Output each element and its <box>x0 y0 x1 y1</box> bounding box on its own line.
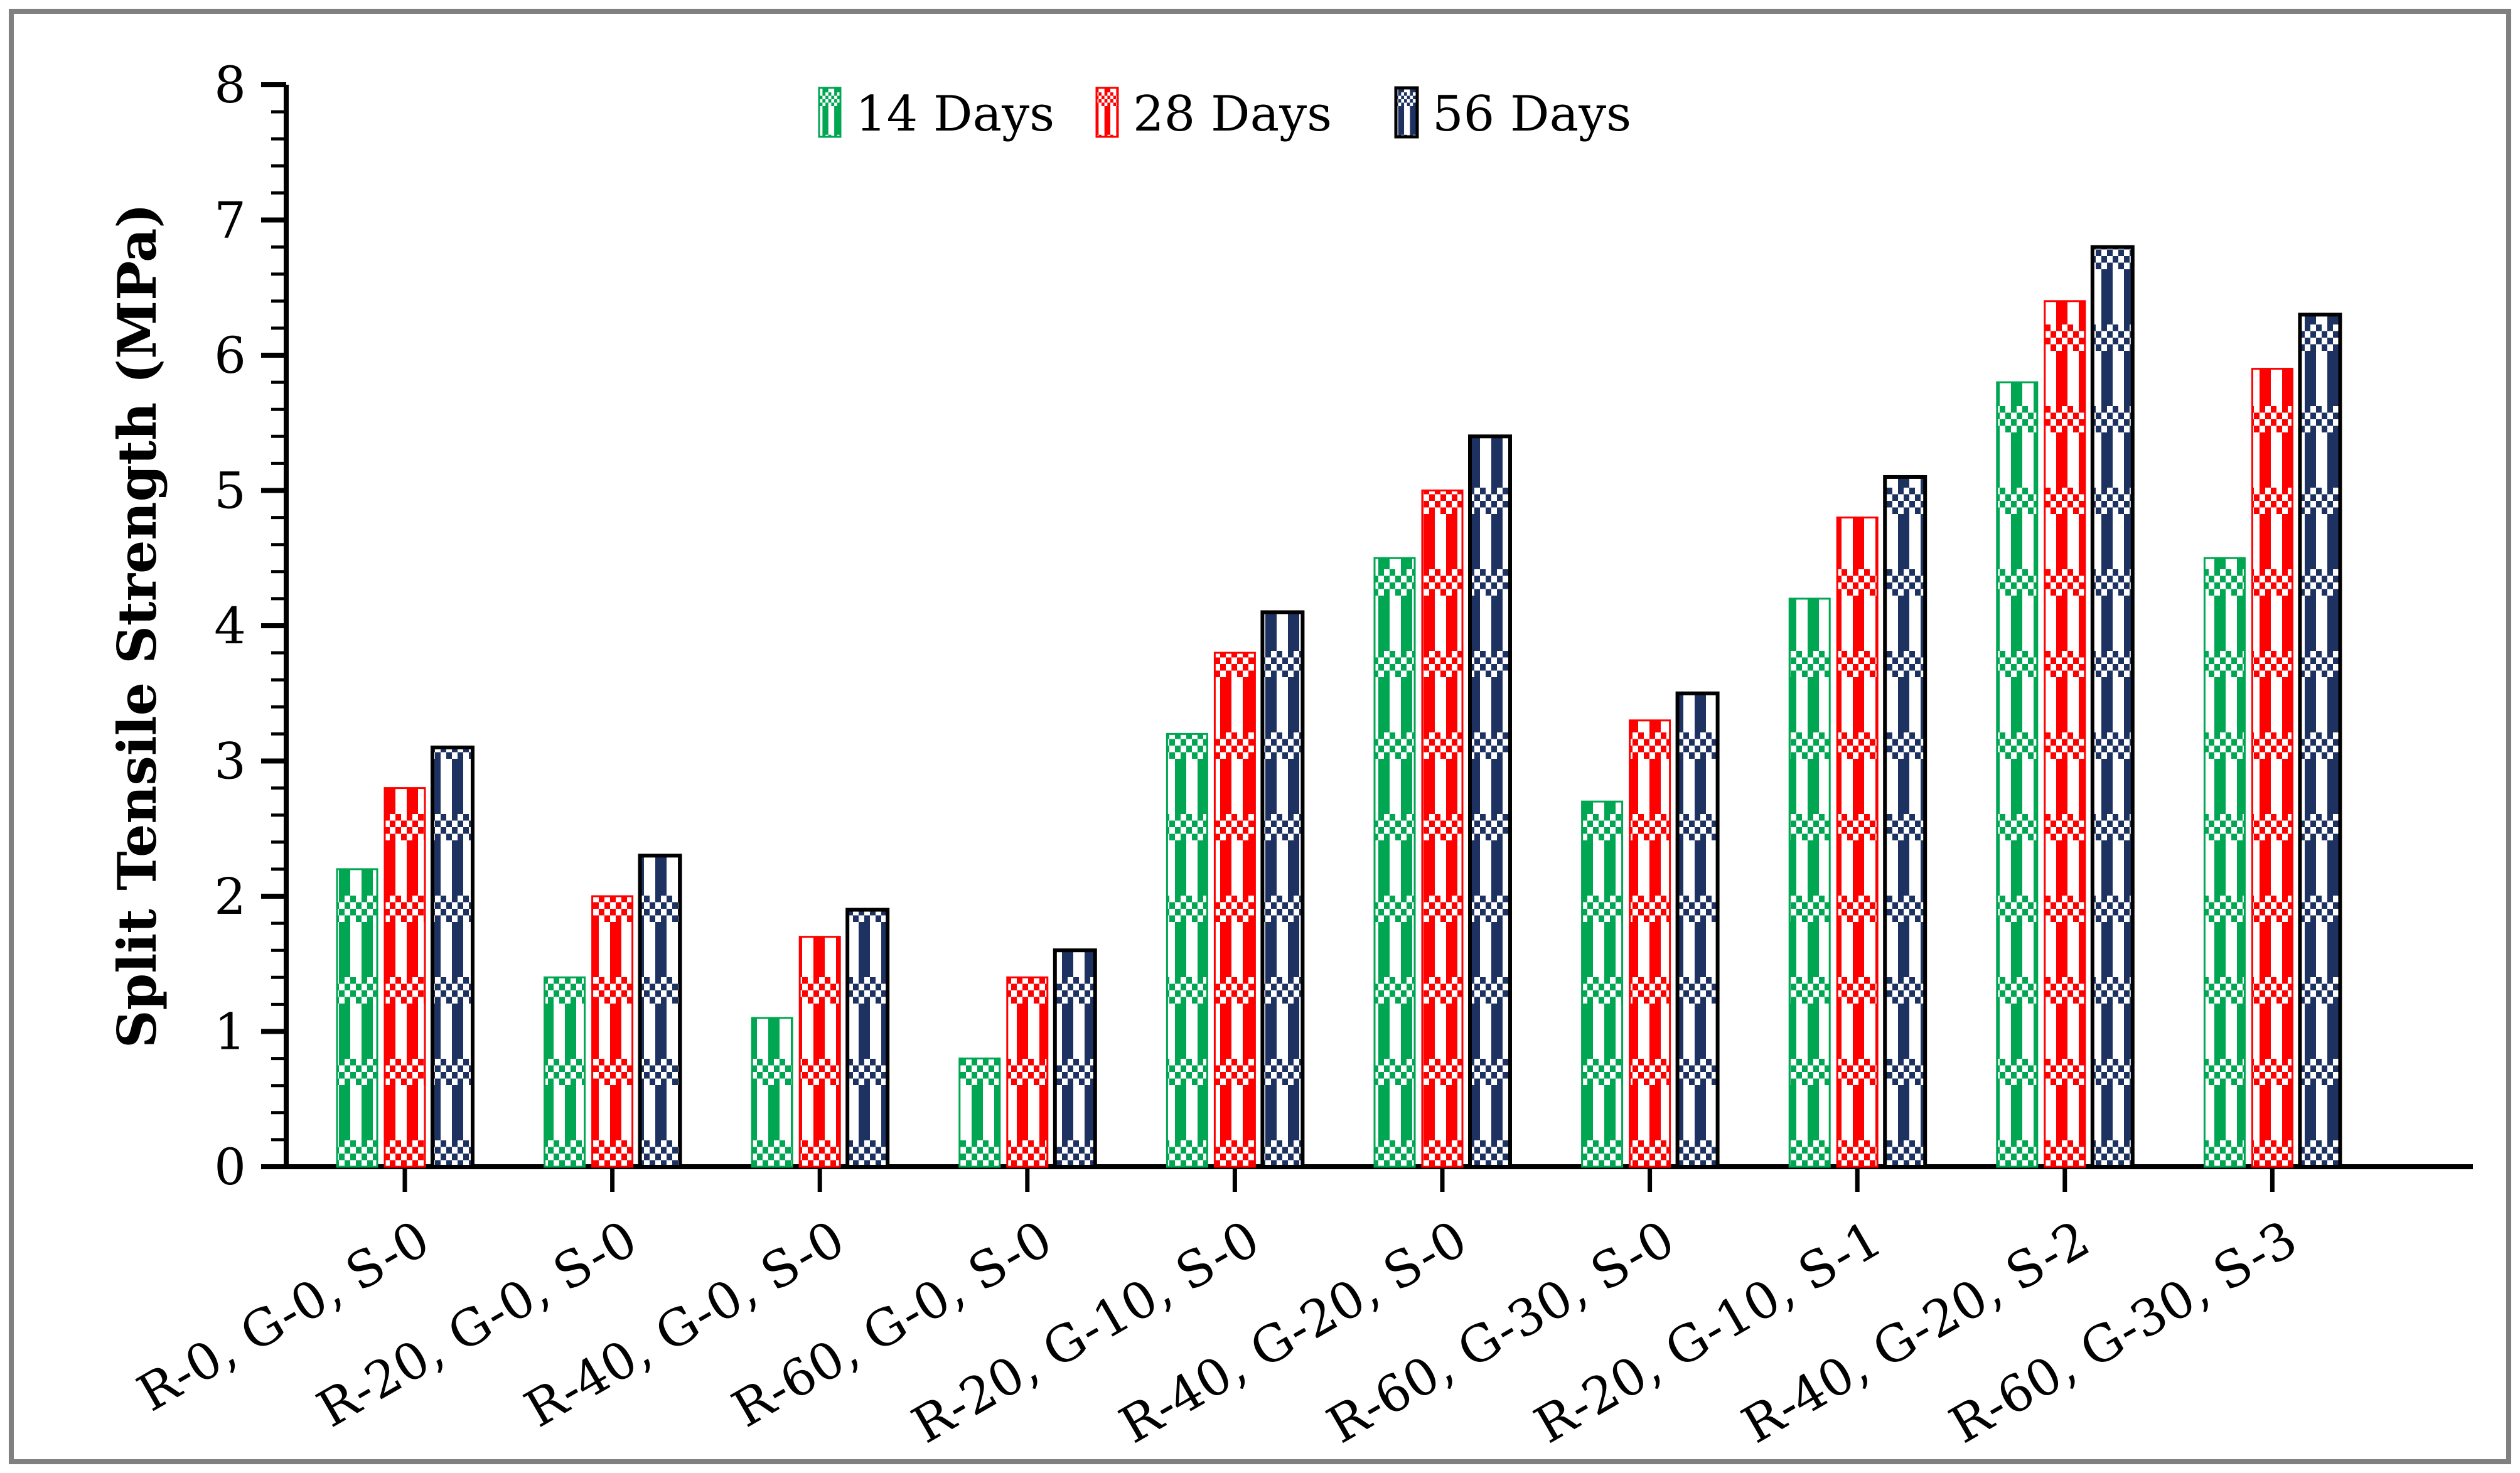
bar-28-days-r-20-g-10-s-1 <box>1836 517 1879 1168</box>
bar-14-days-r-0-g-0-s-0 <box>336 868 378 1168</box>
bar-14-days-r-20-g-0-s-0 <box>544 976 586 1168</box>
legend: 14 Days 28 Days 56 Days <box>818 86 1631 142</box>
legend-item-56-days: 56 Days <box>1394 86 1631 142</box>
bar-28-days-r-60-g-30-s-0 <box>1629 719 1671 1168</box>
bar-56-days-r-20-g-10-s-1 <box>1883 474 1928 1169</box>
y-tick-label: 6 <box>214 326 246 385</box>
y-tick-label: 5 <box>214 462 246 520</box>
bar-56-days-r-20-g-0-s-0 <box>638 854 682 1169</box>
bar-14-days-r-60-g-30-s-3 <box>2203 557 2246 1168</box>
y-tick-label: 4 <box>214 597 246 655</box>
bar-28-days-r-40-g-20-s-2 <box>2044 300 2086 1168</box>
bar-56-days-r-20-g-10-s-0 <box>1260 610 1305 1169</box>
bar-56-days-r-60-g-30-s-3 <box>2298 313 2342 1169</box>
bar-28-days-r-40-g-20-s-0 <box>1421 490 1464 1168</box>
y-axis-title: Split Tensile Strength (MPa) <box>106 203 168 1048</box>
bars <box>336 245 2342 1169</box>
bar-28-days-r-60-g-0-s-0 <box>1006 976 1049 1168</box>
legend-marker-14-days <box>818 87 842 138</box>
legend-item-28-days: 28 Days <box>1095 86 1332 142</box>
bar-14-days-r-60-g-30-s-0 <box>1581 800 1624 1168</box>
bar-56-days-r-40-g-0-s-0 <box>845 908 890 1169</box>
y-tick-label: 0 <box>214 1138 246 1196</box>
y-tick-label: 3 <box>214 732 246 791</box>
bar-56-days-r-60-g-30-s-0 <box>1675 691 1720 1169</box>
bar-14-days-r-40-g-20-s-2 <box>1996 381 2039 1168</box>
legend-label-28-days: 28 Days <box>1133 86 1332 142</box>
x-category-label: R-60, G-30, S-3 <box>1940 1209 2307 1455</box>
bar-56-days-r-0-g-0-s-0 <box>431 745 475 1169</box>
bar-14-days-r-20-g-10-s-1 <box>1788 597 1831 1168</box>
legend-label-14-days: 14 Days <box>855 86 1054 142</box>
bar-28-days-r-20-g-0-s-0 <box>591 895 634 1168</box>
bar-28-days-r-0-g-0-s-0 <box>383 787 426 1168</box>
y-tick-label: 8 <box>214 56 246 114</box>
legend-item-14-days: 14 Days <box>818 86 1054 142</box>
bar-56-days-r-60-g-0-s-0 <box>1053 948 1097 1169</box>
bar-56-days-r-40-g-20-s-2 <box>2090 245 2135 1169</box>
bar-14-days-r-40-g-20-s-0 <box>1373 557 1416 1168</box>
bar-14-days-r-60-g-0-s-0 <box>958 1058 1001 1168</box>
x-category-label: R-20, G-10, S-1 <box>1525 1209 1892 1455</box>
legend-marker-56-days <box>1394 86 1419 139</box>
bar-28-days-r-40-g-0-s-0 <box>798 936 841 1168</box>
x-category-label: R-40, G-20, S-2 <box>1732 1209 2099 1455</box>
x-category-label: R-20, G-10, S-0 <box>903 1209 1269 1455</box>
legend-marker-28-days <box>1095 87 1119 138</box>
y-tick-label: 2 <box>214 867 246 926</box>
x-category-label: R-60, G-30, S-0 <box>1317 1209 1684 1455</box>
bar-28-days-r-60-g-30-s-3 <box>2251 368 2293 1168</box>
bar-14-days-r-20-g-10-s-0 <box>1166 732 1208 1168</box>
bar-14-days-r-40-g-0-s-0 <box>751 1017 793 1168</box>
x-category-label: R-40, G-20, S-0 <box>1110 1209 1476 1455</box>
bar-28-days-r-20-g-10-s-0 <box>1213 651 1256 1168</box>
y-tick-label: 7 <box>214 191 246 250</box>
legend-label-56-days: 56 Days <box>1432 86 1631 142</box>
y-tick-label: 1 <box>214 1003 246 1061</box>
bar-56-days-r-40-g-20-s-0 <box>1468 434 1512 1169</box>
